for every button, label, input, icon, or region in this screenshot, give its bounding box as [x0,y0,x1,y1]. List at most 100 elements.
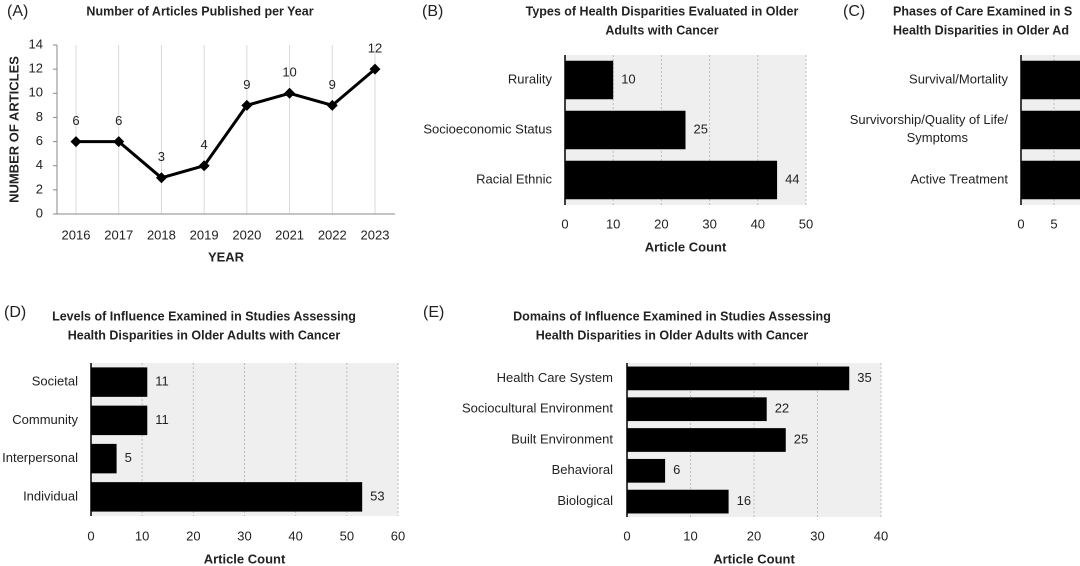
x-tick-label: 2020 [232,227,261,242]
y-tick-label: 0 [36,205,43,220]
panel-title: Health Disparities in Older Adults with … [536,328,809,342]
y-axis-label: NUMBER OF ARTICLES [6,56,21,203]
panel-label: (B) [422,3,443,20]
marker [198,160,210,172]
y-tick-label: 14 [29,36,43,51]
x-tick-label: 2017 [104,227,133,242]
category-label: Individual [23,488,78,503]
x-tick-label: 2022 [318,227,347,242]
category-label: Behavioral [552,462,614,477]
x-axis-label: Article Count [204,551,286,566]
data-label: 6 [673,462,680,477]
data-label: 6 [72,113,79,128]
category-label: Community [12,412,78,427]
data-label: 44 [785,171,799,186]
category-label: Socioeconomic Status [423,121,552,136]
marker [155,172,167,184]
y-tick-label: 12 [29,61,43,76]
data-label: 25 [694,121,708,136]
bar [1021,60,1080,100]
bar [565,60,614,100]
data-label: 3 [158,149,165,164]
x-tick-label: 10 [683,528,697,543]
x-axis-label: YEAR [208,249,245,264]
bar [627,397,767,422]
panel-label: (A) [7,3,28,20]
data-label: 10 [282,65,296,80]
marker [369,63,381,75]
panel: (E) Domains of Influence Examined in Stud… [423,304,888,566]
x-tick-label: 40 [288,528,302,543]
data-label: 6 [115,113,122,128]
data-label: 4 [201,137,208,152]
panel-label: (D) [4,304,26,321]
bar [1021,160,1080,200]
category-label: Interpersonal [2,450,78,465]
x-tick-label: 2019 [190,227,219,242]
marker [70,136,82,148]
data-label: 9 [329,77,336,92]
x-tick-label: 2016 [62,227,91,242]
category-label-line: Survivorship/Quality of Life/ [850,112,1009,127]
bar [627,366,850,391]
panel-label: (C) [843,3,865,20]
bar [91,482,363,512]
panel-title: Adults with Cancer [605,23,718,37]
bar [565,160,778,200]
data-label: 11 [155,412,169,427]
bar [1021,110,1080,150]
x-tick-label: 30 [702,216,716,231]
category-label: Racial Ethnic [476,171,552,186]
panel-title: Health Disparities in Older Adults with … [68,328,341,342]
x-tick-label: 40 [874,528,888,543]
data-label: 5 [125,450,132,465]
category-label: Rurality [508,71,553,86]
x-axis-label: Article Count [713,551,795,566]
bar [627,489,729,514]
panel: (C) Phases of Care Examined in S Health Di… [843,3,1080,231]
x-tick-label: 0 [87,528,94,543]
y-tick-label: 8 [36,109,43,124]
x-tick-label: 2018 [147,227,176,242]
category-label: Survival/Mortality [909,71,1008,86]
marker [113,136,125,148]
data-label: 53 [370,488,384,503]
data-label: 25 [794,431,808,446]
bar [91,405,148,436]
category-label: Societal [32,374,78,389]
panel-title: Health Disparities in Older Ad [893,23,1069,37]
category-label: Sociocultural Environment [462,401,613,416]
data-label: 10 [621,71,635,86]
data-label: 16 [737,493,751,508]
bar [627,428,786,452]
category-label: Built Environment [511,431,613,446]
marker [241,99,253,111]
category-label: Health Care System [497,370,613,385]
panel-title: Number of Articles Published per Year [86,4,313,18]
panel-title: Levels of Influence Examined in Studies … [52,309,356,323]
panel-title: Phases of Care Examined in S [893,4,1072,18]
x-tick-label: 10 [135,528,149,543]
line [76,67,376,180]
x-tick-label: 30 [810,528,824,543]
category-label-line: Symptoms [903,130,969,145]
x-tick-label: 2021 [275,227,304,242]
bar [91,443,117,474]
category-label: Survivorship/Quality of Life/ Symptoms [850,112,1009,145]
bar [565,110,686,150]
x-tick-label: 60 [391,528,405,543]
x-tick-label: 50 [799,216,813,231]
x-tick-label: 40 [751,216,765,231]
data-label: 35 [857,370,871,385]
y-tick-label: 2 [36,181,43,196]
data-label: 12 [368,41,382,56]
data-label: 11 [155,374,169,389]
x-tick-label: 2023 [361,227,390,242]
x-tick-label: 30 [237,528,251,543]
panel-title: Types of Health Disparities Evaluated in… [526,4,799,18]
x-tick-label: 5 [1050,216,1057,231]
panel: (A) Number of Articles Published per Year… [6,3,395,264]
x-tick-label: 10 [606,216,620,231]
